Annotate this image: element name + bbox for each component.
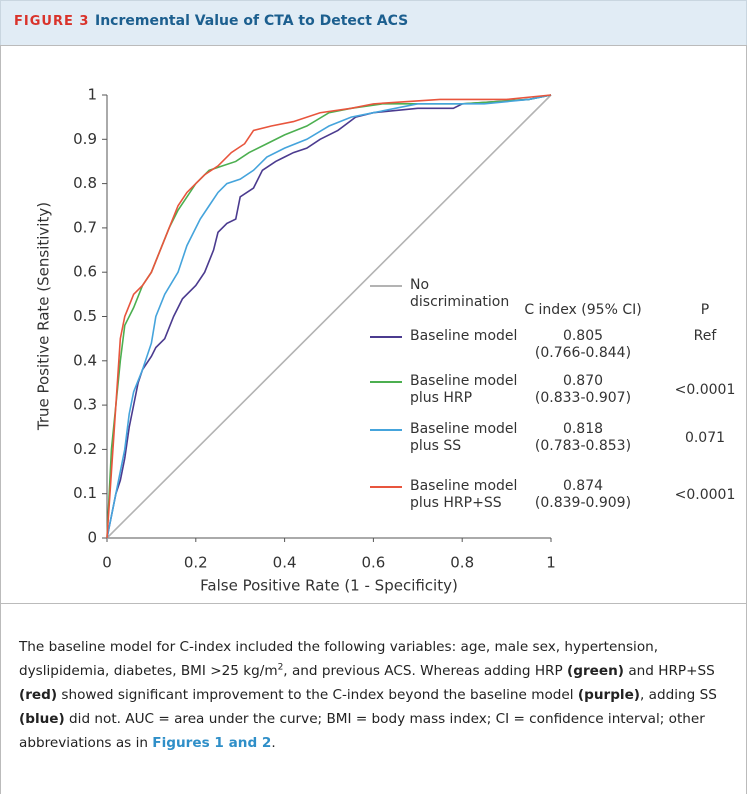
y-axis-label: True Positive Rate (Sensitivity) xyxy=(35,202,53,431)
y-tick-label: 0.1 xyxy=(73,484,97,502)
c-index: 0.805 xyxy=(562,328,604,344)
roc-curve xyxy=(106,94,552,539)
y-tick-label: 0.5 xyxy=(73,307,97,325)
c-index-ci: (0.833-0.907) xyxy=(534,390,632,406)
caption-text: and HRP+SS xyxy=(624,663,715,679)
x-tick-label: 0.8 xyxy=(450,554,474,572)
legend-label: Baseline model xyxy=(410,328,518,344)
y-tick-label: 0.8 xyxy=(73,174,97,192)
c-index-ci: (0.766-0.844) xyxy=(534,345,632,361)
caption-text: , and previous ACS. Whereas adding HRP xyxy=(283,663,568,679)
legend-label: Baseline model plus HRP xyxy=(410,373,518,406)
roc-curve xyxy=(106,94,552,539)
legend-swatch xyxy=(370,285,402,287)
y-tick-label: 0.2 xyxy=(73,440,97,458)
legend-swatch xyxy=(370,381,402,383)
caption-text: (purple) xyxy=(577,687,641,703)
c-index: 0.818 xyxy=(562,421,604,437)
y-tick-label: 0.9 xyxy=(73,130,97,148)
x-tick-label: 0.4 xyxy=(273,554,297,572)
figure-title: Incremental Value of CTA to Detect ACS xyxy=(95,13,409,29)
chart-panel xyxy=(0,45,747,604)
c-index: 0.870 xyxy=(562,373,604,389)
caption-text: did not. AUC = area under the curve; BMI… xyxy=(19,711,705,751)
x-tick-label: 0.6 xyxy=(361,554,385,572)
caption-text: (blue) xyxy=(19,711,65,727)
figure-header: FIGURE 3 Incremental Value of CTA to Det… xyxy=(0,0,747,45)
c-index-ci: (0.839-0.909) xyxy=(534,495,632,511)
y-tick-label: 0.6 xyxy=(73,263,97,281)
caption: The baseline model for C-index included … xyxy=(0,603,747,794)
c-index: 0.874 xyxy=(562,478,604,494)
x-axis-label: False Positive Rate (1 - Specificity) xyxy=(200,577,458,595)
legend-label: Baseline model plus SS xyxy=(410,421,518,454)
y-tick-label: 0.4 xyxy=(73,351,97,369)
figure-label: FIGURE 3 xyxy=(14,14,90,29)
caption-text: , adding SS xyxy=(640,687,717,703)
c-index-ci: (0.783-0.853) xyxy=(534,438,632,454)
legend-swatch xyxy=(370,486,402,488)
x-tick-label: 0 xyxy=(102,554,112,572)
roc-curve xyxy=(106,94,552,539)
legend-column-header: P xyxy=(700,302,710,318)
p-value: 0.071 xyxy=(684,430,726,446)
legend-label: Baseline model plus HRP+SS xyxy=(410,478,518,511)
caption-text: The baseline model for C-index included … xyxy=(19,639,659,679)
x-tick-label: 0.2 xyxy=(184,554,208,572)
chart: True Positive Rate (Sensitivity) False P… xyxy=(35,86,556,595)
caption-text: showed significant improvement to the C-… xyxy=(57,687,578,703)
caption-text: Figures 1 and 2 xyxy=(152,735,272,751)
caption-text: 2 xyxy=(277,662,284,673)
y-tick-label: 0.3 xyxy=(73,396,97,414)
x-tick-label: 1 xyxy=(546,554,556,572)
y-tick-label: 0.7 xyxy=(73,218,97,236)
legend-label: No discrimination xyxy=(410,277,510,310)
p-value: <0.0001 xyxy=(674,382,736,398)
legend-swatch xyxy=(370,336,402,338)
p-value: <0.0001 xyxy=(674,487,736,503)
legend-column-header: C index (95% CI) xyxy=(524,302,642,318)
caption-text: (green) xyxy=(567,663,625,679)
y-tick-label: 1 xyxy=(87,86,97,104)
legend-swatch xyxy=(370,429,402,431)
caption-text: (red) xyxy=(19,687,58,703)
caption-text: . xyxy=(271,735,276,751)
y-tick-label: 0 xyxy=(87,529,97,547)
p-value: Ref xyxy=(693,328,717,344)
